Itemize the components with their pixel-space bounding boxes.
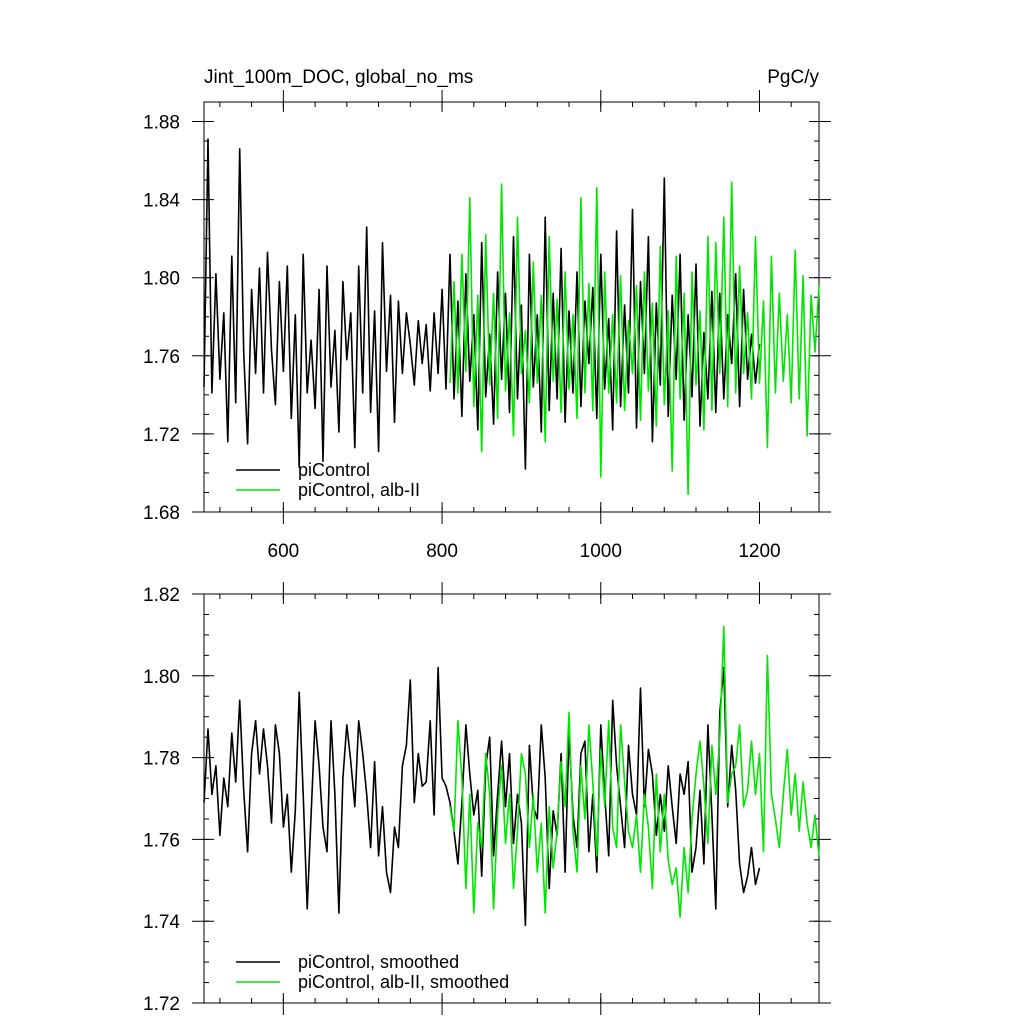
series-line-alb-ii xyxy=(449,625,820,918)
series-line-picontrol xyxy=(203,666,761,927)
y-tick-label: 1.80 xyxy=(143,269,180,290)
plot-frame xyxy=(203,101,820,513)
y-tick-label: 1.88 xyxy=(143,113,180,134)
y-tick-label: 1.80 xyxy=(143,667,180,688)
x-tick-label: 1200 xyxy=(738,541,780,562)
x-tick-label: 1000 xyxy=(580,541,622,562)
series-line-alb-ii xyxy=(449,181,820,496)
y-tick-label: 1.72 xyxy=(143,425,180,446)
units-label: PgC/y xyxy=(767,67,819,88)
legend-label: piControl xyxy=(298,460,370,480)
y-tick-label: 1.82 xyxy=(143,585,180,606)
chart-title: Jint_100m_DOC, global_no_ms xyxy=(204,67,473,88)
top-panel: 1.68 1.72 1.76 1.80 1.84 1.88 600 800 1000 1200 Ji… xyxy=(143,67,831,562)
y-tick-label: 1.78 xyxy=(143,749,180,770)
y-tick-label: 1.68 xyxy=(143,503,180,524)
x-tick-label: 800 xyxy=(426,541,458,562)
bottom-panel: 1.72 1.74 1.76 1.78 1.80 1.82 piControl, smoot… xyxy=(143,582,831,1015)
legend-label: piControl, alb-II xyxy=(298,480,420,500)
y-tick-label: 1.76 xyxy=(143,347,180,368)
y-tick-label: 1.84 xyxy=(143,191,180,212)
y-tick-label: 1.74 xyxy=(143,912,180,933)
legend-label: piControl, alb-II, smoothed xyxy=(298,972,509,992)
y-tick-label: 1.76 xyxy=(143,830,180,851)
x-tick-label: 600 xyxy=(268,541,300,562)
y-tick-label: 1.72 xyxy=(143,994,180,1015)
legend-label: piControl, smoothed xyxy=(298,952,459,972)
